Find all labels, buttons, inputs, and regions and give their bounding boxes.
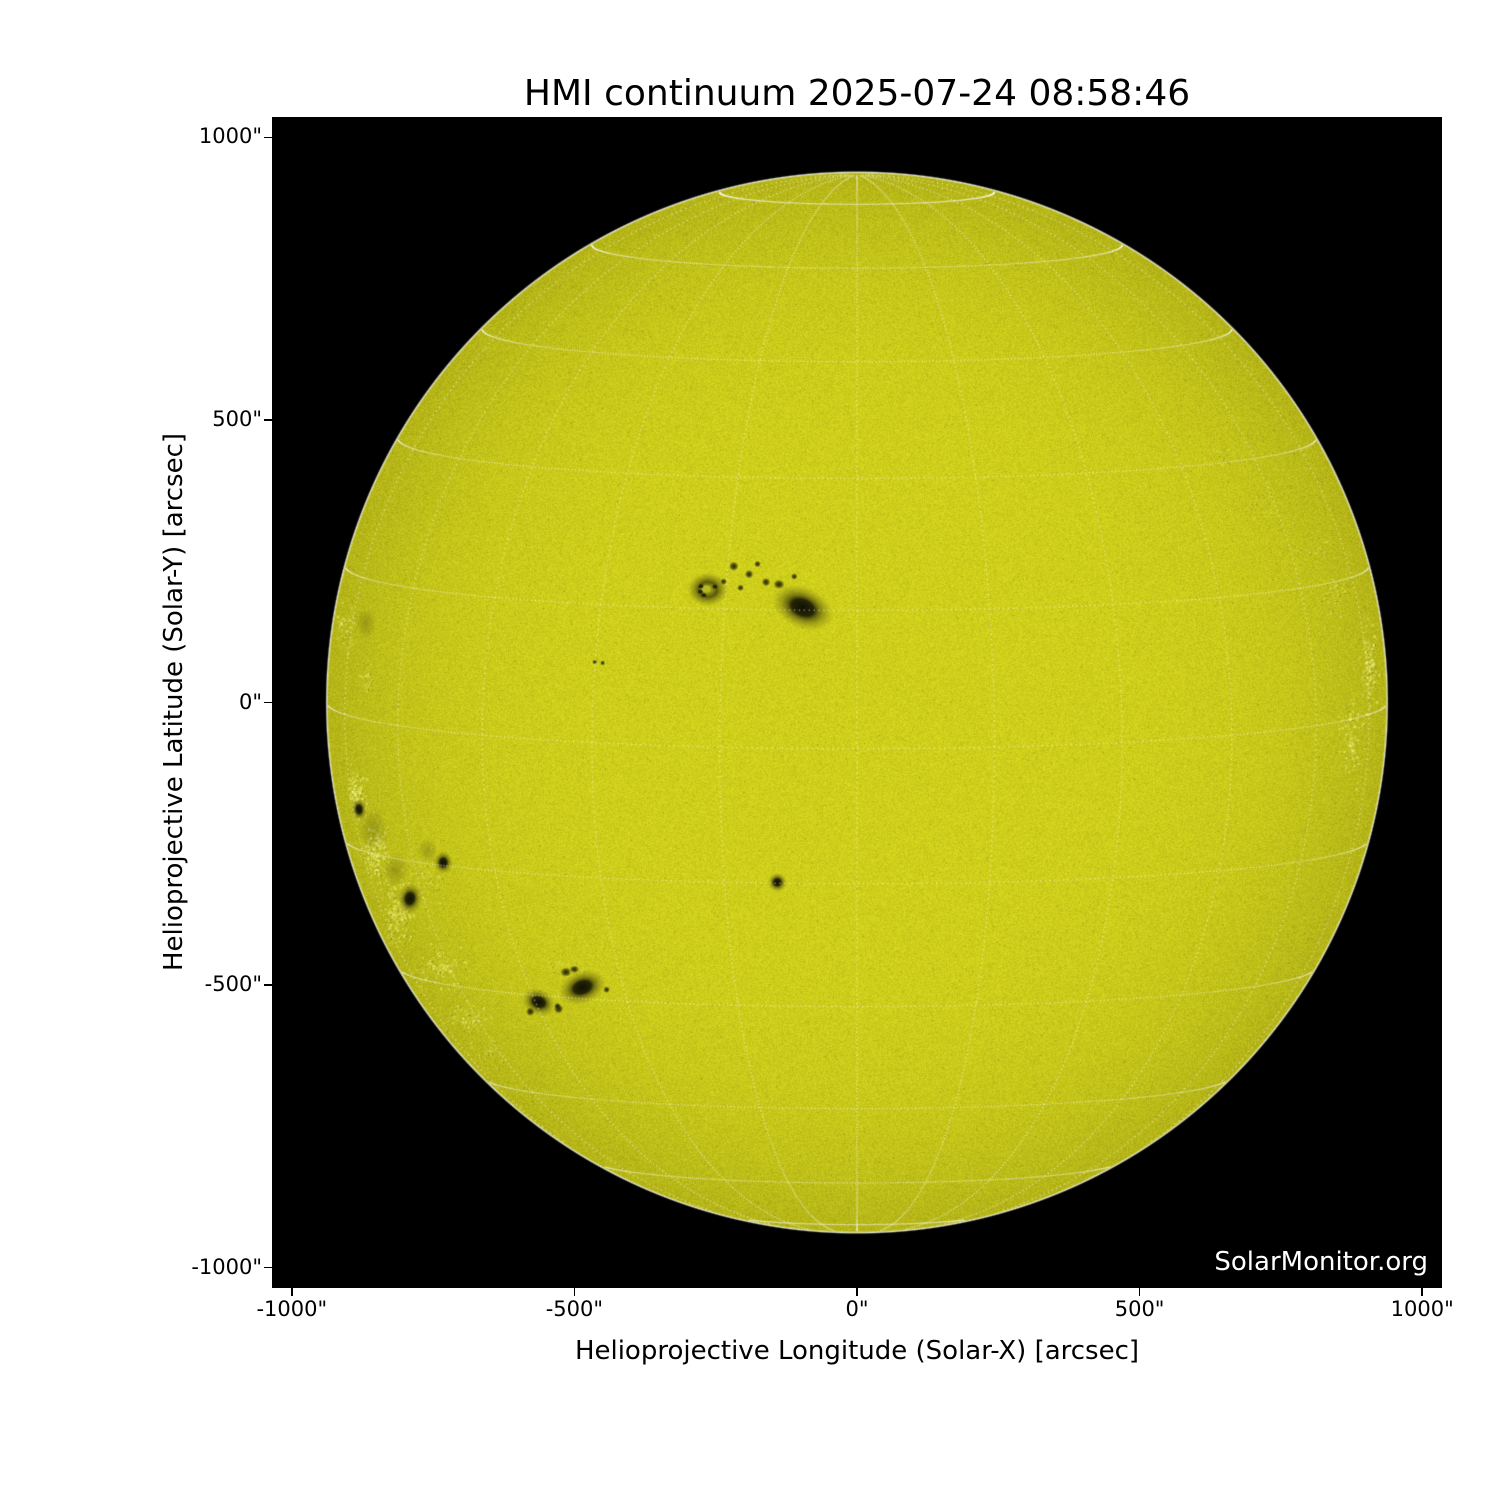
y-tick-mark (264, 984, 272, 986)
y-tick-mark (264, 701, 272, 704)
watermark-text: SolarMonitor.org (1214, 1247, 1428, 1277)
x-tick-mark (573, 1288, 576, 1296)
y-tick-label: -1000" (191, 1254, 262, 1279)
y-tick-mark (264, 419, 272, 421)
x-tick-label: 500" (1114, 1297, 1165, 1321)
x-tick-label: -1000" (256, 1297, 328, 1321)
y-tick-label: 1000" (198, 124, 262, 149)
plot-area: SolarMonitor.org (272, 117, 1442, 1288)
x-tick-label: 1000" (1390, 1297, 1454, 1321)
x-tick-label: 0" (845, 1297, 869, 1321)
y-axis-label: Helioprojective Latitude (Solar-Y) [arcs… (159, 432, 189, 972)
x-tick-mark (856, 1288, 858, 1296)
x-tick-label: -500" (545, 1297, 604, 1321)
y-tick-mark (264, 1266, 272, 1269)
x-tick-mark (290, 1288, 293, 1296)
y-tick-mark (264, 136, 272, 139)
solar-disk-image (272, 117, 1442, 1288)
x-tick-mark (1138, 1288, 1141, 1296)
y-tick-label: -500" (204, 972, 262, 997)
figure-title: HMI continuum 2025-07-24 08:58:46 (523, 73, 1191, 114)
x-tick-mark (1421, 1288, 1423, 1296)
y-tick-label: 500" (212, 406, 262, 431)
y-tick-label: 0" (238, 689, 262, 714)
x-axis-label: Helioprojective Longitude (Solar-X) [arc… (574, 1336, 1140, 1366)
